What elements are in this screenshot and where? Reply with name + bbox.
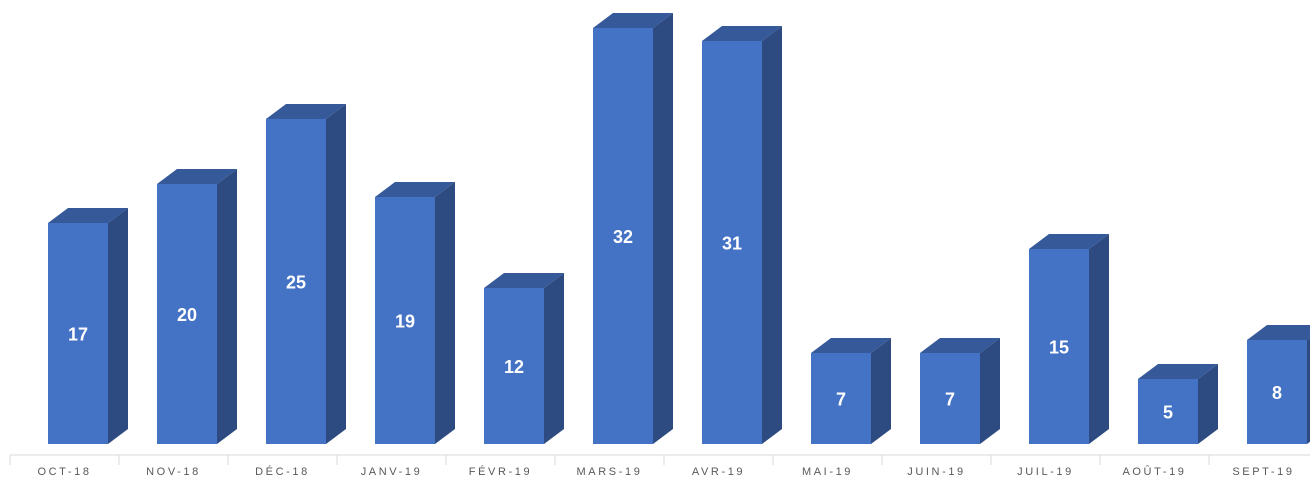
data-label: 32 [613,227,633,247]
bar-side [980,338,1000,444]
bar [157,184,217,444]
data-label: 12 [504,357,524,377]
data-label: 15 [1049,337,1069,357]
bar-top [920,338,1000,353]
data-label: 25 [286,272,306,292]
x-tick-label: AVR-19 [692,466,745,478]
x-tick-label: MARS-19 [577,466,643,478]
x-tick-label: OCT-18 [37,466,91,478]
data-label: 7 [945,389,955,409]
bar [1247,340,1307,444]
data-label: 20 [177,305,197,325]
x-tick-label: MAI-19 [802,466,853,478]
bar-top [484,273,564,288]
data-label: 8 [1272,383,1282,403]
bar [920,353,980,444]
bar-top [266,104,346,119]
bar [1138,379,1198,444]
bar [702,41,762,444]
bar [48,223,108,444]
bar-top [1138,364,1218,379]
data-label: 17 [68,324,88,344]
bar [1029,249,1089,444]
data-label: 7 [836,389,846,409]
bar [484,288,544,444]
bar [593,28,653,444]
bar-top [157,169,237,184]
x-tick-label: SEPT-19 [1232,466,1294,478]
x-tick-label: FÉVR-19 [469,465,532,478]
data-label: 19 [395,311,415,331]
bar-side [544,273,564,444]
bar-side [1307,337,1310,444]
bar-top [48,208,128,223]
bar-side [108,208,128,444]
bar-top [375,182,455,197]
bar-side [762,26,782,444]
bar-top [811,338,891,353]
bar-side [1089,234,1109,444]
bar [811,353,871,444]
x-tick-label: NOV-18 [146,466,201,478]
bar-side [1198,364,1218,444]
x-tick-label: JUIL-19 [1017,466,1074,478]
bar-side [326,104,346,444]
bar-top [1029,234,1109,249]
data-label: 31 [722,233,742,253]
bar-top [593,13,673,28]
x-tick-label: AOÛT-19 [1122,465,1186,478]
bar-top [1247,325,1310,340]
bar-side [871,338,891,444]
data-label: 5 [1163,402,1173,422]
bar-side [653,13,673,444]
bar [375,197,435,444]
x-tick-label: JANV-19 [361,466,423,478]
bar [266,119,326,444]
x-tick-label: JUIN-19 [907,466,966,478]
bar-top [702,26,782,41]
bar-side [435,182,455,444]
x-tick-label: DÉC-18 [255,465,310,478]
bar-side [217,169,237,444]
